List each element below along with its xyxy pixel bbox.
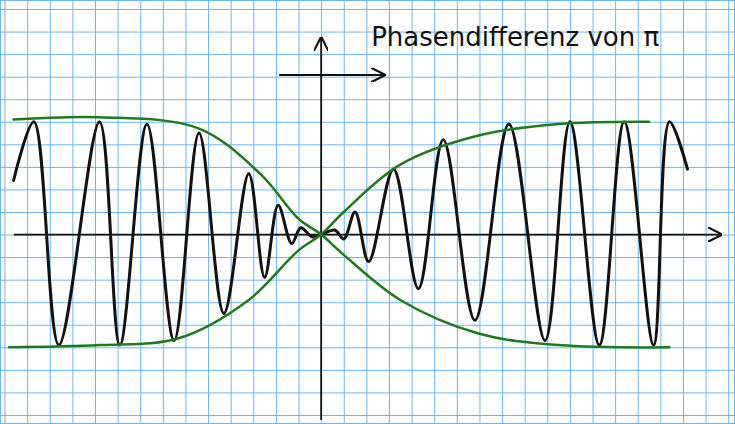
y-grid-line [0, 9, 735, 10]
chart-container: Phasendifferenz von π [0, 0, 735, 424]
plot-frame [1, 1, 735, 424]
y-tick [0, 99, 735, 100]
y-grid-line [0, 370, 735, 371]
y-grid-line [0, 167, 735, 168]
y-tick [0, 370, 735, 371]
y-grid-line [0, 77, 735, 78]
x-axis-arrow [14, 234, 721, 236]
y-tick [0, 325, 735, 326]
y-grid [0, 1, 735, 424]
y-grid-line [0, 392, 735, 393]
y-grid-line [0, 54, 735, 55]
chart-title: Phasendifferenz von π [371, 22, 659, 52]
y-grid-line [0, 302, 735, 303]
plot-area [9, 117, 687, 347]
y-tick [0, 144, 735, 145]
y-tick [0, 167, 735, 168]
chart-svg: Phasendifferenz von π [0, 0, 735, 424]
x-axis-line [1, 1, 735, 424]
coordinate-axes [14, 38, 721, 420]
x-grid [1, 0, 735, 424]
y-grid-line [0, 415, 735, 416]
y-tick [0, 302, 735, 303]
series-line [9, 122, 649, 348]
y-tick [0, 9, 735, 10]
y-grid-line [0, 144, 735, 145]
y-axis-arrow [320, 38, 322, 420]
y-tick [0, 280, 735, 281]
x-grid-line [321, 0, 322, 424]
x-tick [321, 0, 322, 424]
y-grid-line [0, 280, 735, 281]
series-line [14, 117, 670, 347]
y-tick [0, 77, 735, 78]
y-axis-line [1, 1, 735, 424]
series-line [14, 122, 688, 345]
y-tick [0, 392, 735, 393]
y-tick [0, 54, 735, 55]
y-tick [0, 415, 735, 416]
direction-arrow [279, 74, 384, 76]
y-grid-line [0, 325, 735, 326]
y-grid-line [0, 99, 735, 100]
